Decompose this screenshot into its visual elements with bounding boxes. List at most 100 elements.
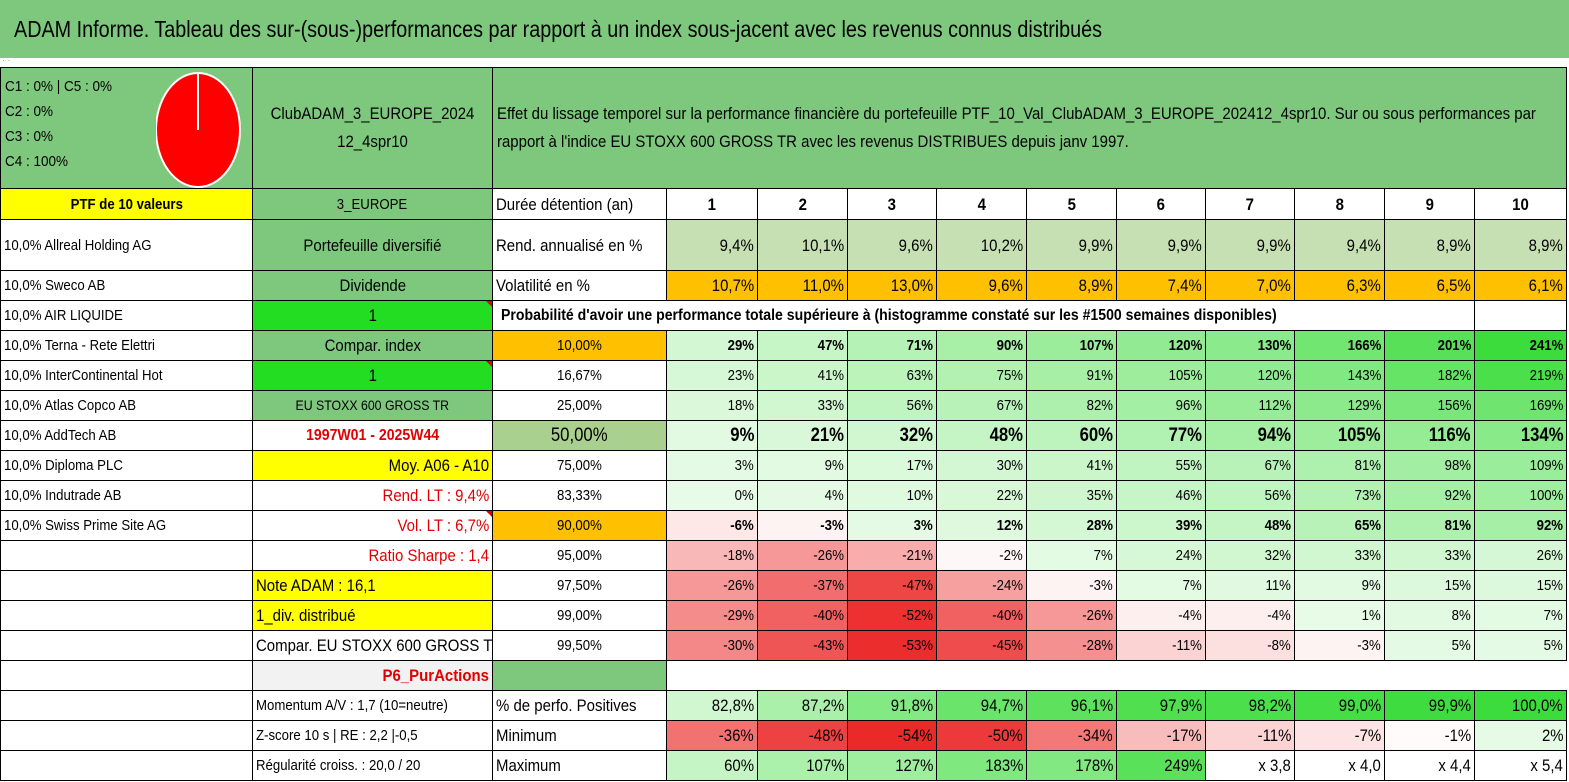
one-b: 1 — [252, 360, 493, 391]
prob-level: 90,00% — [492, 510, 667, 541]
prob-value: -53% — [847, 630, 937, 661]
regularite-text: Régularité croiss. : 20,0 / 20 — [256, 757, 421, 774]
prob-value: 33% — [757, 390, 848, 421]
prob-label-text: Probabilité d'avoir une performance tota… — [501, 307, 1277, 324]
prob-value: -30% — [666, 630, 758, 661]
prob-value-text: 56% — [906, 397, 933, 414]
prob-value-text: 105% — [1168, 367, 1202, 384]
prob-value-text: 112% — [1258, 397, 1291, 414]
year-header-text: 3 — [887, 194, 897, 214]
prob-level-text: 97,50% — [557, 577, 602, 594]
min-value-text: -17% — [1167, 726, 1202, 745]
prob-value: 182% — [1384, 360, 1475, 391]
zscore: Z-score 10 s | RE : 2,2 |-0,5 — [252, 720, 493, 751]
purac-text: P6_PurActions — [382, 666, 489, 685]
prob-value-text: -3% — [1089, 577, 1113, 594]
momentum: Momentum A/V : 1,7 (10=neutre) — [252, 690, 493, 721]
pos-value: 97,9% — [1116, 690, 1206, 721]
legend-item: C1 : 0% | C5 : 0% — [5, 78, 113, 95]
prob-value: 55% — [1116, 450, 1206, 481]
prob-value-text: -47% — [902, 577, 933, 594]
max-value: x 3,8 — [1205, 750, 1295, 781]
moy-text: Moy. A06 - A10 — [388, 456, 489, 475]
prob-level-text: 10,00% — [557, 337, 602, 354]
prob-value: 32% — [1205, 540, 1295, 571]
duration-label-text: Durée détention (an) — [496, 194, 634, 214]
prob-value-text: 32% — [1264, 547, 1291, 564]
prob-value-text: -52% — [902, 607, 933, 624]
note-adam: Note ADAM : 16,1 — [252, 570, 493, 601]
max-value: 178% — [1026, 750, 1117, 781]
prob-value: 77% — [1116, 420, 1206, 451]
prob-value-text: 7% — [1093, 547, 1113, 564]
table-row: Compar. EU STOXX 600 GROSS TR 99,50% -30% -… — [0, 630, 1568, 661]
prob-value-text: 81% — [1444, 517, 1471, 534]
title-dots: · · — [2, 55, 11, 65]
prob-value-text: 32% — [899, 425, 933, 446]
prob-value: 169% — [1473, 390, 1568, 421]
prob-value: 30% — [936, 450, 1027, 481]
table-row: 10,0% Allreal Holding AG Portefeuille div… — [0, 219, 1568, 271]
prob-value: -8% — [1205, 630, 1295, 661]
holding: 10,0% Allreal Holding AG — [0, 219, 253, 271]
max-value-text: x 5,4 — [1530, 756, 1564, 775]
prob-value-text: 60% — [1079, 425, 1113, 446]
regularite: Régularité croiss. : 20,0 / 20 — [252, 750, 493, 781]
prob-level-text: 16,67% — [557, 367, 602, 384]
table-row: 10,0% Indutrade AB Rend. LT : 9,4% 83,33% 0… — [0, 480, 1568, 511]
prob-value: 94% — [1205, 420, 1295, 451]
prob-value-text: -3% — [820, 517, 844, 534]
prob-value: -26% — [757, 540, 848, 571]
prob-value: 98% — [1384, 450, 1475, 481]
table-row: Z-score 10 s | RE : 2,2 |-0,5 Minimum -36%… — [0, 720, 1568, 751]
prob-level: 95,00% — [492, 540, 667, 571]
prob-level: 99,00% — [492, 600, 667, 631]
dividend-label: Dividende — [252, 270, 493, 301]
prob-value: 75% — [936, 360, 1027, 391]
prob-value: 92% — [1384, 480, 1475, 511]
prob-value: 18% — [666, 390, 758, 421]
year-header: 10 — [1473, 188, 1568, 220]
prob-value-text: 107% — [1079, 337, 1113, 354]
max-label-text: Maximum — [496, 756, 561, 775]
prob-value-text: 15% — [1444, 577, 1471, 594]
period: 1997W01 - 2025W44 — [252, 420, 493, 451]
empty-cell — [0, 600, 253, 631]
prob-value-text: 22% — [996, 487, 1023, 504]
ptf-label-text: PTF de 10 valeurs — [70, 195, 183, 213]
prob-value-text: 5% — [1544, 637, 1564, 654]
prob-value: 166% — [1294, 330, 1385, 361]
rend-value: 9,9% — [1116, 219, 1206, 271]
vol-value-text: 6,5% — [1436, 276, 1471, 295]
max-value-text: x 3,8 — [1258, 756, 1291, 775]
index-name: EU STOXX 600 GROSS TR — [252, 390, 493, 421]
vol-label-text: Volatilité en % — [496, 276, 590, 295]
min-value-text: -11% — [1257, 726, 1291, 745]
type-label-text: Portefeuille diversifié — [303, 235, 442, 255]
compar-index: Compar. index — [252, 330, 493, 361]
prob-value: 9% — [1294, 570, 1385, 601]
prob-value-text: -40% — [813, 607, 844, 624]
prob-value-text: 92% — [1536, 517, 1564, 534]
prob-value-text: 15% — [1536, 577, 1564, 594]
pos-value-text: 94,7% — [980, 696, 1023, 715]
prob-value: 17% — [847, 450, 937, 481]
prob-value: 91% — [1026, 360, 1117, 391]
prob-value: 41% — [757, 360, 848, 391]
legend-item: C4 : 100% — [5, 153, 69, 170]
prob-value-text: 169% — [1529, 397, 1564, 414]
max-value: 127% — [847, 750, 937, 781]
sharpe: Ratio Sharpe : 1,4 — [252, 540, 493, 571]
prob-value-text: 39% — [1175, 517, 1202, 534]
vol-value: 6,1% — [1473, 270, 1568, 301]
prob-value: 28% — [1026, 510, 1117, 541]
prob-value-text: 9% — [1361, 577, 1381, 594]
prob-value-text: 8% — [1451, 607, 1471, 624]
prob-value-text: 166% — [1347, 337, 1381, 354]
prob-value: -4% — [1205, 600, 1295, 631]
index-name-text: EU STOXX 600 GROSS TR — [295, 397, 450, 413]
prob-value: -4% — [1116, 600, 1206, 631]
max-value-text: 249% — [1163, 756, 1202, 775]
allocation-cell: C1 : 0% | C5 : 0% C2 : 0% C3 : 0% C4 : 100% — [0, 67, 253, 189]
holding-text: 10,0% Diploma PLC — [4, 457, 123, 474]
